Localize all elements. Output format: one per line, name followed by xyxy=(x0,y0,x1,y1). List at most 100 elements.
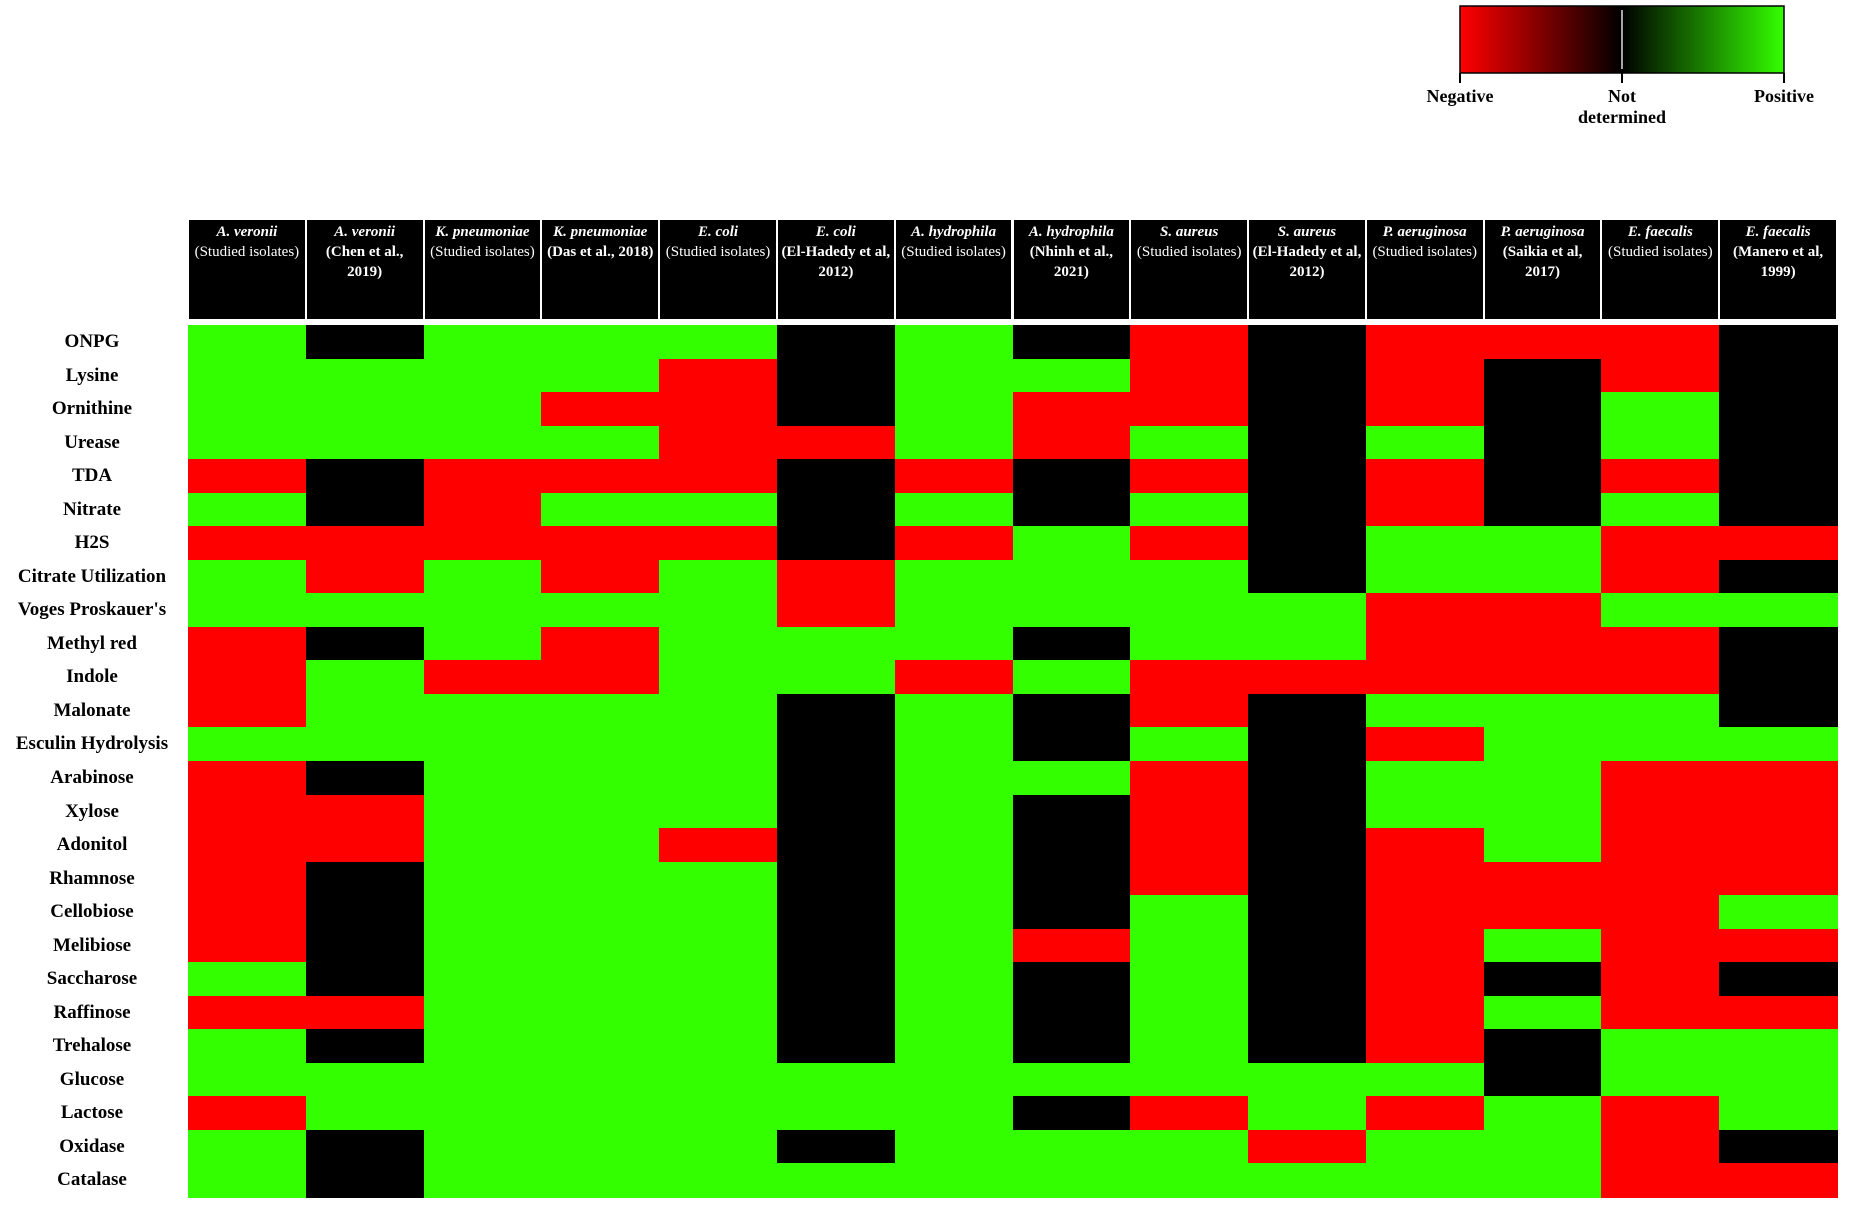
heatmap-cell xyxy=(1365,660,1485,695)
heatmap-cell xyxy=(188,1163,307,1198)
heatmap-cell xyxy=(1130,626,1249,661)
heatmap-cell xyxy=(1012,325,1131,360)
heatmap-cell xyxy=(1130,392,1249,427)
heatmap-cell xyxy=(1483,660,1603,695)
heatmap-cell xyxy=(1719,1096,1838,1131)
heatmap-cell xyxy=(1365,895,1485,930)
heatmap-cell xyxy=(894,962,1014,997)
heatmap-cell xyxy=(1248,1029,1367,1064)
heatmap-cell xyxy=(1365,828,1485,863)
heatmap-cell xyxy=(1601,660,1720,695)
heatmap-cell xyxy=(541,828,660,863)
heatmap-cell xyxy=(1012,895,1131,930)
heatmap-cell xyxy=(1719,995,1838,1030)
heatmap-cell xyxy=(541,526,660,561)
heatmap-cell xyxy=(1012,593,1131,628)
heatmap-cell xyxy=(305,660,425,695)
heatmap-cell xyxy=(894,392,1014,427)
heatmap-cell xyxy=(1012,660,1131,695)
heatmap-cell xyxy=(1719,492,1838,527)
heatmap-cell xyxy=(305,593,425,628)
heatmap-cell xyxy=(894,693,1014,729)
heatmap-cell xyxy=(1130,1163,1249,1198)
heatmap-cell xyxy=(1365,325,1485,360)
heatmap-cell xyxy=(1601,962,1720,997)
heatmap-cell xyxy=(659,425,778,460)
heatmap-cell xyxy=(1601,1163,1720,1198)
heatmap-cell xyxy=(1130,693,1249,729)
heatmap-cell xyxy=(1365,559,1485,594)
column-source: (Nhinh et al., 2021) xyxy=(1029,244,1114,280)
heatmap-cell xyxy=(1012,392,1131,427)
heatmap-cell xyxy=(1130,425,1249,460)
row-label: Citrate Utilization xyxy=(17,565,167,587)
heatmap-cell xyxy=(423,693,542,729)
heatmap-cell xyxy=(1483,1096,1603,1131)
heatmap-cell xyxy=(659,928,778,963)
heatmap-cell xyxy=(776,492,896,527)
heatmap-cell xyxy=(541,928,660,963)
column-source: (El-Hadedy et al, 2012) xyxy=(1252,244,1362,280)
heatmap-cell xyxy=(1483,459,1603,494)
heatmap-cell xyxy=(1248,861,1367,896)
column-source: (Studied isolates) xyxy=(901,244,1006,260)
heatmap-cell xyxy=(305,794,425,829)
heatmap-cell xyxy=(305,1163,425,1198)
heatmap-cell xyxy=(1130,861,1249,896)
heatmap-cell xyxy=(894,727,1014,762)
column-source: (Chen et al., 2019) xyxy=(325,244,404,280)
heatmap-cell xyxy=(188,828,307,863)
heatmap-cell xyxy=(1365,492,1485,527)
heatmap-cell xyxy=(1012,425,1131,460)
heatmap-cell xyxy=(1012,358,1131,393)
heatmap-cell xyxy=(1601,727,1720,762)
heatmap-cell xyxy=(188,995,307,1030)
heatmap-cell xyxy=(1248,459,1367,494)
heatmap-cell xyxy=(1130,727,1249,762)
heatmap-cell xyxy=(541,1096,660,1131)
heatmap-cell xyxy=(894,325,1014,360)
heatmap-cell xyxy=(1483,761,1603,796)
heatmap-cell xyxy=(1719,895,1838,930)
heatmap-cell xyxy=(894,895,1014,930)
heatmap-cell xyxy=(1365,928,1485,963)
heatmap-cell xyxy=(776,962,896,997)
heatmap-cell xyxy=(1248,526,1367,561)
heatmap-cell xyxy=(776,392,896,427)
column-header: E. coli (Studied isolates) xyxy=(660,220,776,319)
heatmap-cell xyxy=(1483,995,1603,1030)
heatmap-cell xyxy=(1248,995,1367,1030)
heatmap-cell xyxy=(188,492,307,527)
heatmap-cell xyxy=(423,425,542,460)
heatmap-cell xyxy=(305,928,425,963)
heatmap-cell xyxy=(1248,794,1367,829)
heatmap-cell xyxy=(1012,526,1131,561)
column-source: (Studied isolates) xyxy=(1608,244,1713,260)
heatmap-cell xyxy=(1483,828,1603,863)
heatmap-cell xyxy=(305,392,425,427)
heatmap-cell xyxy=(894,1029,1014,1064)
heatmap-cell xyxy=(423,761,542,796)
heatmap-cell xyxy=(1601,995,1720,1030)
heatmap-cell xyxy=(1601,828,1720,863)
heatmap-cell xyxy=(1012,1029,1131,1064)
column-header: P. aeruginosa (Saikia et al, 2017) xyxy=(1484,220,1601,319)
column-header: A. hydrophila (Nhinh et al., 2021) xyxy=(1013,220,1130,319)
heatmap-cell xyxy=(305,1062,425,1097)
heatmap-cell xyxy=(188,761,307,796)
heatmap-cell xyxy=(1248,895,1367,930)
heatmap-cell xyxy=(1719,325,1838,360)
heatmap-cell xyxy=(1365,693,1485,729)
heatmap-cell xyxy=(776,895,896,930)
column-source: (Studied isolates) xyxy=(1372,244,1478,260)
heatmap-cell xyxy=(423,1096,542,1131)
heatmap-cell xyxy=(541,1129,660,1165)
heatmap-cell xyxy=(541,962,660,997)
heatmap-cell xyxy=(188,1129,307,1165)
heatmap-cell xyxy=(1601,526,1720,561)
heatmap-cell xyxy=(1601,861,1720,896)
heatmap-cell xyxy=(776,358,896,393)
heatmap-cell xyxy=(1365,995,1485,1030)
heatmap-cell xyxy=(1130,1062,1249,1097)
heatmap-cell xyxy=(1365,626,1485,661)
